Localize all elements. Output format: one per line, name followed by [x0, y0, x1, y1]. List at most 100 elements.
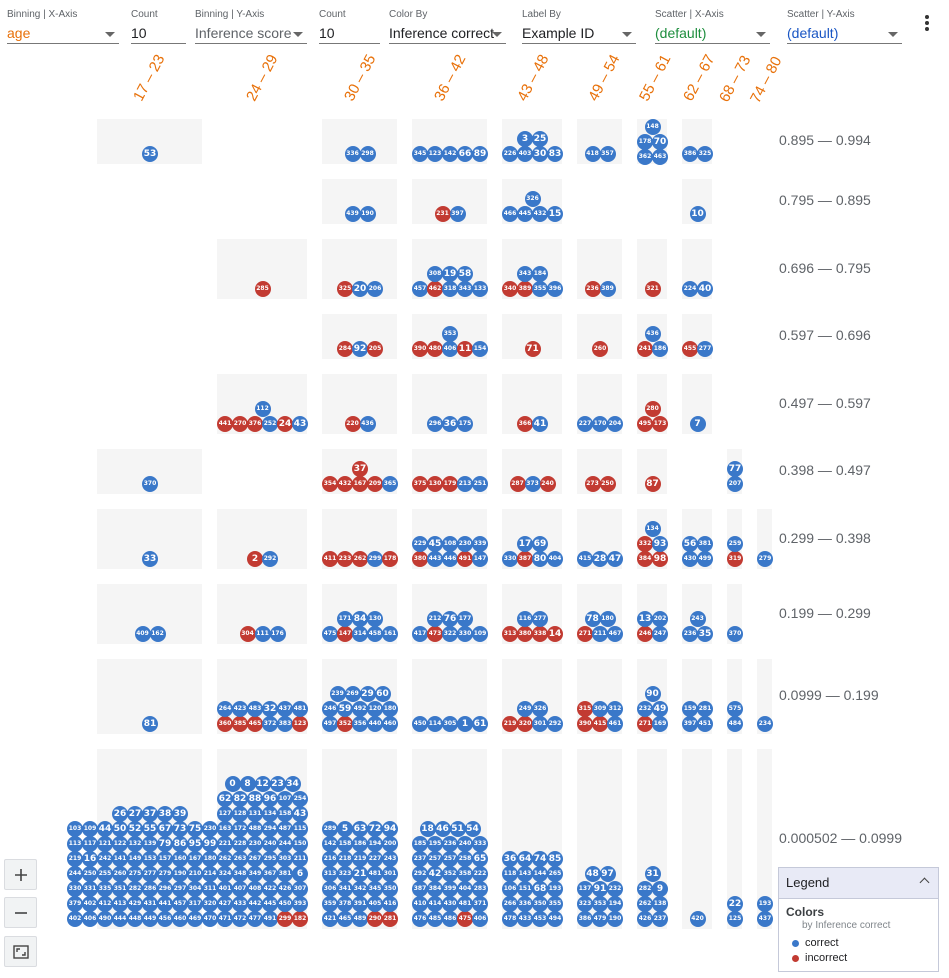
data-point-correct[interactable]: 378: [337, 896, 353, 912]
data-point-correct[interactable]: 244: [67, 866, 83, 882]
data-point-incorrect[interactable]: 332: [637, 536, 653, 552]
data-point-correct[interactable]: 184: [532, 266, 548, 282]
data-point-correct[interactable]: 325: [697, 146, 713, 162]
data-point-incorrect[interactable]: 385: [232, 716, 248, 732]
data-point-correct[interactable]: 185: [412, 836, 428, 852]
data-point-incorrect[interactable]: 304: [240, 626, 256, 642]
data-point-correct[interactable]: 269: [345, 686, 361, 702]
data-point-correct[interactable]: 47: [607, 551, 623, 567]
data-point-correct[interactable]: 350: [532, 896, 548, 912]
count-y-field[interactable]: Count 10: [319, 9, 380, 44]
data-point-incorrect[interactable]: 240: [540, 476, 556, 492]
data-point-correct[interactable]: 134: [262, 806, 278, 822]
data-point-incorrect[interactable]: 37: [352, 461, 368, 477]
data-point-incorrect[interactable]: 11: [457, 341, 473, 357]
data-point-incorrect[interactable]: 262: [352, 551, 368, 567]
data-point-correct[interactable]: 283: [472, 881, 488, 897]
data-point-correct[interactable]: 406: [442, 341, 458, 357]
data-point-correct[interactable]: 427: [217, 896, 233, 912]
data-point-correct[interactable]: 415: [577, 551, 593, 567]
label-by-select[interactable]: Label By Example ID: [522, 9, 636, 44]
data-point-correct[interactable]: 202: [652, 611, 668, 627]
data-point-correct[interactable]: 333: [472, 836, 488, 852]
data-point-correct[interactable]: 441: [157, 896, 173, 912]
data-point-correct[interactable]: 430: [682, 551, 698, 567]
data-point-correct[interactable]: 330: [457, 626, 473, 642]
data-point-correct[interactable]: 356: [352, 716, 368, 732]
data-point-incorrect[interactable]: 284: [337, 341, 353, 357]
data-point-correct[interactable]: 259: [727, 536, 743, 552]
data-point-correct[interactable]: 19: [442, 266, 458, 282]
data-point-incorrect[interactable]: 411: [322, 551, 338, 567]
data-point-correct[interactable]: 296: [157, 881, 173, 897]
data-point-correct[interactable]: 80: [532, 551, 548, 567]
data-point-incorrect[interactable]: 241: [637, 341, 653, 357]
data-point-correct[interactable]: 178: [637, 134, 653, 150]
data-point-correct[interactable]: 491: [262, 911, 278, 927]
data-point-correct[interactable]: 296: [427, 416, 443, 432]
data-point-correct[interactable]: 115: [292, 821, 308, 837]
data-point-correct[interactable]: 106: [502, 881, 518, 897]
data-point-correct[interactable]: 150: [292, 836, 308, 852]
data-point-correct[interactable]: 95: [187, 836, 203, 852]
data-point-correct[interactable]: 18: [420, 821, 436, 837]
data-point-correct[interactable]: 226: [502, 146, 518, 162]
data-point-correct[interactable]: 297: [172, 881, 188, 897]
binning-x-select[interactable]: Binning | X-Axis age: [7, 9, 119, 44]
data-point-incorrect[interactable]: 273: [585, 476, 601, 492]
data-point-correct[interactable]: 158: [277, 806, 293, 822]
data-point-correct[interactable]: 246: [322, 701, 338, 717]
data-point-correct[interactable]: 144: [532, 866, 548, 882]
data-point-correct[interactable]: 249: [517, 701, 533, 717]
data-point-correct[interactable]: 453: [532, 911, 548, 927]
data-point-correct[interactable]: 492: [352, 701, 368, 717]
data-point-correct[interactable]: 499: [697, 551, 713, 567]
count-y-value[interactable]: 10: [319, 23, 380, 44]
data-point-correct[interactable]: 67: [157, 821, 173, 837]
data-point-correct[interactable]: 170: [592, 416, 608, 432]
data-point-correct[interactable]: 345: [367, 881, 383, 897]
data-point-correct[interactable]: 243: [690, 611, 706, 627]
data-point-correct[interactable]: 194: [607, 896, 623, 912]
data-point-correct[interactable]: 381: [277, 866, 293, 882]
data-point-correct[interactable]: 450: [412, 716, 428, 732]
data-point-incorrect[interactable]: 352: [337, 716, 353, 732]
data-point-correct[interactable]: 107: [277, 791, 293, 807]
data-point-correct[interactable]: 432: [532, 206, 548, 222]
data-point-correct[interactable]: 237: [652, 911, 668, 927]
data-point-correct[interactable]: 323: [577, 896, 593, 912]
data-point-correct[interactable]: 408: [247, 881, 263, 897]
data-point-incorrect[interactable]: 179: [442, 476, 458, 492]
data-point-correct[interactable]: 384: [427, 881, 443, 897]
data-point-correct[interactable]: 33: [142, 551, 158, 567]
data-point-correct[interactable]: 406: [82, 911, 98, 927]
data-point-correct[interactable]: 477: [247, 911, 263, 927]
data-point-correct[interactable]: 467: [607, 626, 623, 642]
data-point-correct[interactable]: 412: [97, 896, 113, 912]
data-point-correct[interactable]: 109: [82, 821, 98, 837]
data-point-correct[interactable]: 469: [187, 911, 203, 927]
data-point-correct[interactable]: 404: [457, 881, 473, 897]
data-point-correct[interactable]: 431: [142, 896, 158, 912]
data-point-correct[interactable]: 358: [457, 866, 473, 882]
data-point-correct[interactable]: 132: [127, 836, 143, 852]
data-point-correct[interactable]: 20: [352, 281, 368, 297]
data-point-correct[interactable]: 413: [112, 896, 128, 912]
data-point-correct[interactable]: 15: [547, 206, 563, 222]
data-point-correct[interactable]: 73: [172, 821, 188, 837]
data-point-correct[interactable]: 61: [472, 716, 488, 732]
data-point-correct[interactable]: 341: [337, 881, 353, 897]
chevron-down-icon[interactable]: [756, 32, 766, 37]
data-point-correct[interactable]: 402: [82, 896, 98, 912]
data-point-correct[interactable]: 34: [285, 776, 301, 792]
count-x-value[interactable]: 10: [131, 23, 186, 44]
data-point-incorrect[interactable]: 320: [517, 716, 533, 732]
data-point-incorrect[interactable]: 220: [345, 416, 361, 432]
data-point-correct[interactable]: 143: [517, 866, 533, 882]
data-point-correct[interactable]: 58: [457, 266, 473, 282]
data-point-correct[interactable]: 207: [727, 476, 743, 492]
data-point-incorrect[interactable]: 375: [412, 476, 428, 492]
data-point-correct[interactable]: 43: [292, 806, 308, 822]
data-point-correct[interactable]: 159: [682, 701, 698, 717]
data-point-correct[interactable]: 247: [652, 626, 668, 642]
